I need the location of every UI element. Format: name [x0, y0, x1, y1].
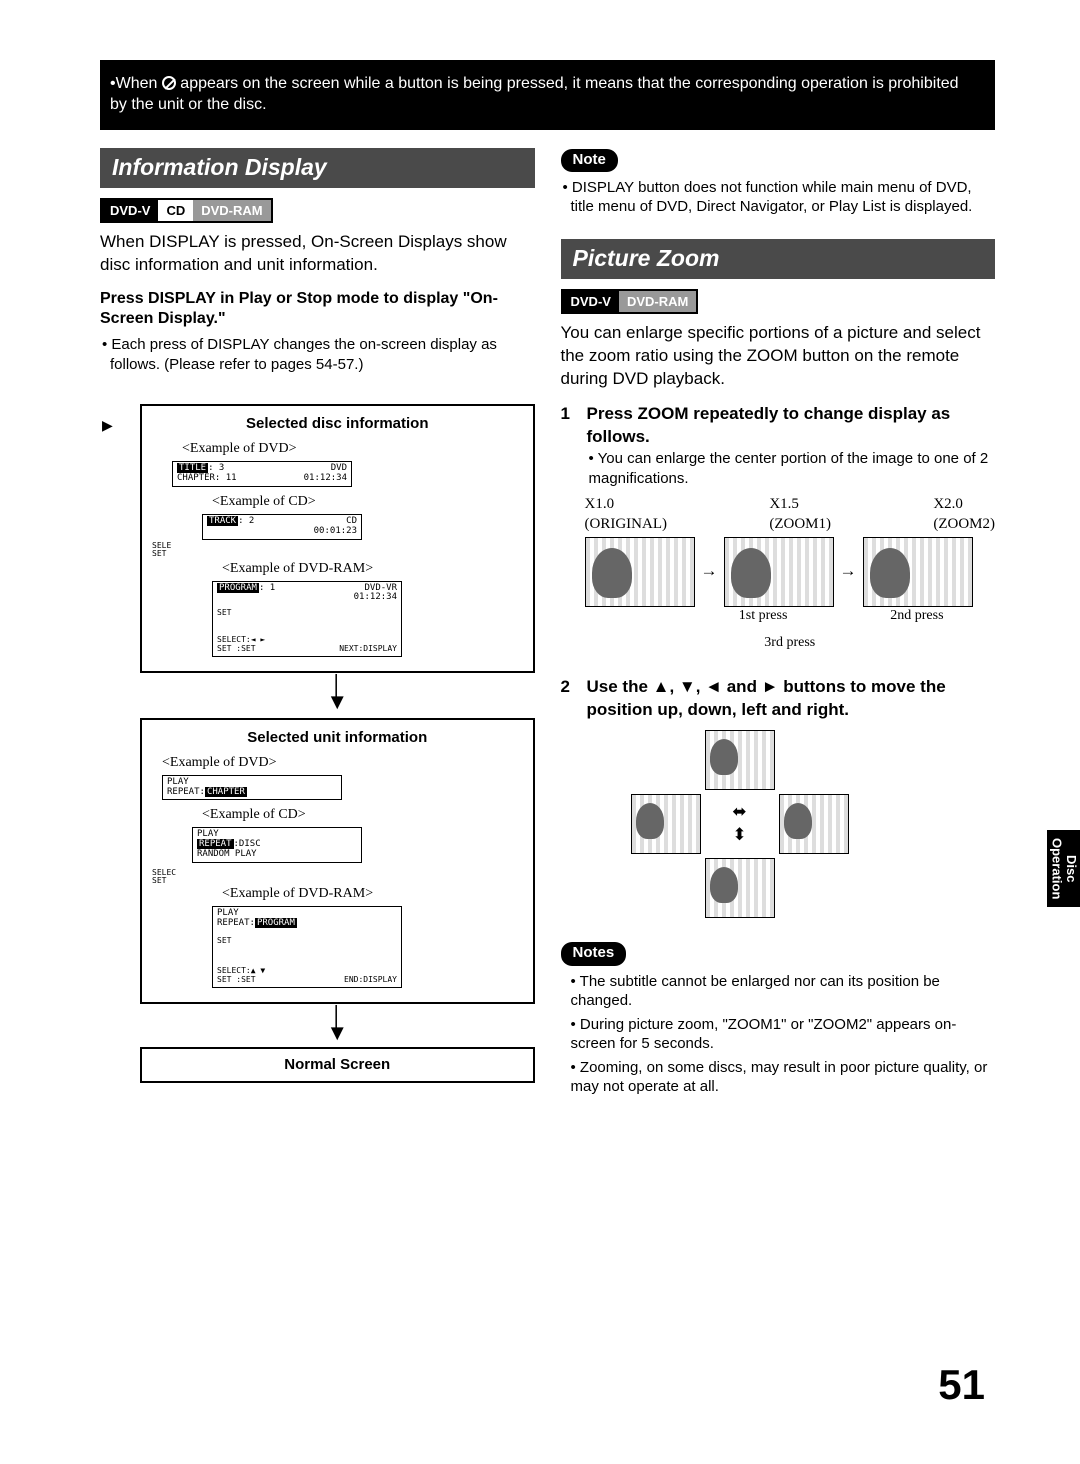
osd-ram-unit: PLAY REPEAT:PROGRAM SET SELECT:▲ ▼ SET :… [212, 906, 402, 988]
disc-type-badges: DVD-V CD DVD-RAM [100, 198, 273, 224]
flow-arrow-2: │▼ [140, 1010, 535, 1041]
dir-left [631, 794, 701, 854]
note-text: • DISPLAY button does not function while… [561, 178, 996, 217]
zoom-fig-original [585, 537, 695, 607]
heading-information-display: Information Display [100, 148, 535, 188]
osd-dvd-unit: PLAY REPEAT:CHAPTER [162, 775, 342, 801]
osd-cd-unit: PLAY REPEAT:DISC RANDOM PLAY [192, 827, 362, 863]
note-item-3: Zooming, on some discs, may result in po… [571, 1058, 996, 1097]
press-1-label: 1st press [739, 607, 788, 626]
press-3-label: 3rd press [585, 634, 996, 653]
note-pill: Note [561, 149, 618, 172]
example-cd-label: <Example of CD> [212, 493, 523, 512]
note-item-1: The subtitle cannot be enlarged nor can … [571, 972, 996, 1011]
osd-ram-disc: PROGRAM: 1DVD-VR 01:12:34 SET SELECT:◄ ►… [212, 581, 402, 657]
press-2-label: 2nd press [890, 607, 943, 626]
badge-cd: CD [158, 200, 193, 222]
step-2: 2 Use the ▲, ▼, ◄ and ► buttons to move … [561, 676, 996, 722]
badge-dvdram: DVD-RAM [193, 200, 270, 222]
notes-pill: Notes [561, 942, 627, 965]
heading-picture-zoom: Picture Zoom [561, 239, 996, 279]
zoom-intro: You can enlarge specific portions of a p… [561, 322, 996, 391]
badge-dvdram-2: DVD-RAM [619, 291, 696, 313]
side-tab-disc-operation: DiscOperation [1047, 830, 1080, 907]
zoom-fig-zoom2 [863, 537, 973, 607]
example-dvd-label: <Example of DVD> [182, 440, 523, 459]
disc-info-title: Selected disc information [152, 414, 523, 434]
top-warning-banner: •When appears on the screen while a butt… [100, 60, 995, 130]
direction-grid: ⬌⬍ [631, 730, 996, 918]
badge-dvdv-2: DVD-V [563, 291, 619, 313]
select-set-label: SELESET [152, 542, 523, 558]
step-1: 1 Press ZOOM repeatedly to change displa… [561, 403, 996, 449]
note-item-2: During picture zoom, "ZOOM1" or "ZOOM2" … [571, 1015, 996, 1054]
zoom-disc-type-badges: DVD-V DVD-RAM [561, 289, 699, 315]
info-display-instruction: Press DISPLAY in Play or Stop mode to di… [100, 289, 535, 329]
unit-info-title: Selected unit information [152, 728, 523, 748]
disc-info-box: ▶ Selected disc information <Example of … [140, 404, 535, 673]
zoom-figures: → → [585, 537, 996, 607]
unit-info-box: Selected unit information <Example of DV… [140, 718, 535, 1005]
notes-list: The subtitle cannot be enlarged nor can … [561, 972, 996, 1097]
prohibit-icon [162, 76, 176, 90]
osd-dvd-disc: TITLE: 3DVD CHAPTER: 1101:12:34 [172, 461, 352, 487]
dir-up [705, 730, 775, 790]
dir-right [779, 794, 849, 854]
step-1-sub: • You can enlarge the center portion of … [589, 449, 996, 488]
flow-arrow-1: │▼ [140, 679, 535, 710]
badge-dvdv: DVD-V [102, 200, 158, 222]
dir-down [705, 858, 775, 918]
normal-screen-box: Normal Screen [140, 1047, 535, 1083]
osd-cd-disc: TRACK: 2CD 00:01:23 [202, 514, 362, 540]
zoom-fig-zoom1 [724, 537, 834, 607]
example-ram-label: <Example of DVD-RAM> [222, 560, 523, 579]
zoom-ratio-labels: X1.0(ORIGINAL) X1.5(ZOOM1) X2.0(ZOOM2) [585, 494, 996, 535]
page-number: 51 [938, 1357, 985, 1414]
info-display-bullet: • Each press of DISPLAY changes the on-s… [100, 335, 535, 374]
info-display-intro: When DISPLAY is pressed, On-Screen Displ… [100, 231, 535, 277]
